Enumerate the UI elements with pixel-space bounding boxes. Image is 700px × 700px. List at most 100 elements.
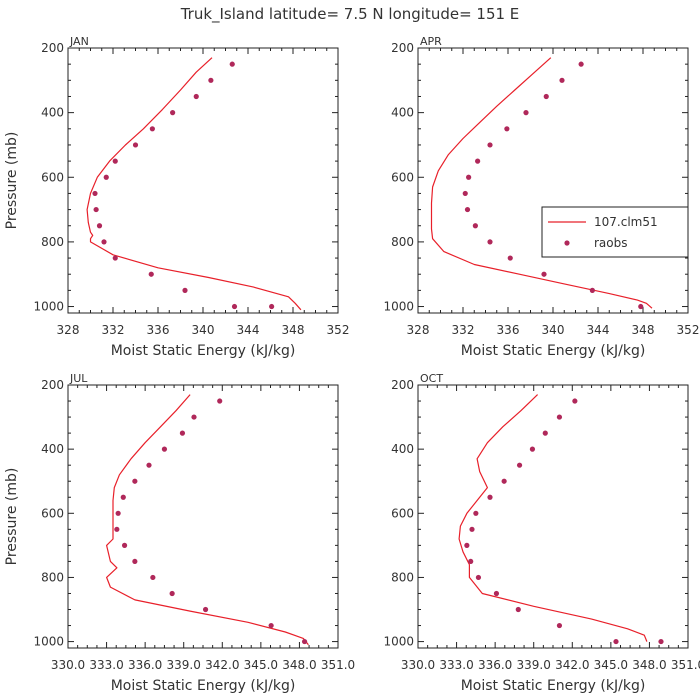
- obs-point: [613, 638, 619, 645]
- obs-point: [493, 590, 500, 597]
- series-line-oct: [458, 394, 648, 642]
- obs-point: [578, 61, 584, 67]
- y-tick-label: 800: [391, 570, 414, 584]
- y-tick-label: 200: [391, 41, 414, 55]
- y-tick-label: 200: [41, 378, 64, 392]
- x-axis-label: Moist Static Energy (kJ/kg): [111, 343, 296, 359]
- y-tick-label: 600: [41, 170, 64, 184]
- obs-point: [487, 239, 493, 245]
- y-tick-label: 400: [391, 442, 414, 456]
- obs-point: [473, 510, 479, 516]
- obs-point: [501, 478, 507, 484]
- obs-point: [542, 430, 548, 436]
- obs-point: [217, 398, 223, 404]
- obs-point: [149, 126, 155, 132]
- x-tick-label: 336.0: [128, 658, 162, 672]
- obs-point: [658, 638, 664, 645]
- obs-point: [202, 606, 209, 613]
- x-axis-label: Moist Static Energy (kJ/kg): [461, 678, 646, 694]
- obs-point: [193, 93, 199, 100]
- x-tick-label: 340: [192, 323, 215, 337]
- x-tick-label: 344: [587, 323, 610, 337]
- obs-point: [112, 255, 118, 261]
- legend-label-obs: raobs: [594, 236, 628, 250]
- obs-point: [269, 303, 275, 310]
- obs-point: [507, 255, 513, 261]
- obs-point: [541, 271, 547, 277]
- y-tick-label: 400: [41, 106, 64, 120]
- obs-point: [182, 287, 188, 293]
- x-tick-label: 336: [147, 323, 170, 337]
- obs-point: [132, 478, 138, 484]
- obs-point: [103, 174, 109, 180]
- obs-point: [556, 414, 563, 420]
- legend: 107.clm51 raobs: [541, 206, 689, 258]
- obs-point: [112, 158, 118, 164]
- x-tick-label: 330.0: [401, 658, 435, 672]
- x-tick-label: 348: [632, 323, 655, 337]
- legend-marker-swatch: [564, 240, 570, 246]
- series-line-apr: [430, 57, 653, 309]
- obs-point: [515, 606, 521, 613]
- panel-apr: APR 328 332 336 340 344 348 352 200 400 600 800 1000…: [383, 35, 699, 359]
- y-tick-label: 600: [391, 170, 414, 184]
- obs-point: [148, 271, 154, 277]
- obs-point: [589, 287, 595, 293]
- x-tick-label: 328: [57, 323, 80, 337]
- y-tick-label: 400: [41, 442, 64, 456]
- obs-point: [504, 126, 510, 132]
- obs-point: [464, 206, 471, 213]
- y-tick-label: 1000: [33, 300, 64, 314]
- obs-point: [161, 446, 168, 452]
- obs-point: [468, 558, 474, 565]
- obs-point: [466, 174, 472, 180]
- plot-frame-oct: [417, 384, 689, 649]
- legend-box: [541, 206, 689, 258]
- obs-point: [115, 510, 121, 516]
- panel-label-apr: APR: [420, 35, 442, 48]
- obs-point: [559, 77, 565, 83]
- panel-label-jul: JUL: [69, 372, 88, 385]
- obs-point: [120, 494, 126, 500]
- x-tick-label: 348.0: [282, 658, 316, 672]
- obs-point: [462, 190, 468, 197]
- obs-point: [150, 574, 156, 581]
- y-tick-label: 200: [41, 41, 64, 55]
- y-tick-label: 800: [41, 235, 64, 249]
- plot-frame-jan: [67, 47, 339, 314]
- y-tick-label: 1000: [383, 300, 414, 314]
- obs-point: [487, 494, 493, 500]
- obs-point: [543, 93, 549, 100]
- obs-point: [92, 190, 98, 197]
- obs-point: [169, 590, 175, 597]
- x-tick-label: 352: [677, 323, 700, 337]
- y-tick-label: 1000: [383, 635, 414, 649]
- x-tick-label: 348.0: [632, 658, 666, 672]
- obs-point: [93, 206, 99, 213]
- obs-point: [475, 158, 481, 164]
- x-axis-label: Moist Static Energy (kJ/kg): [111, 678, 296, 694]
- panels: JAN 328 332 336 340 344 348 352 200 400 600 800 1000…: [4, 35, 700, 694]
- x-tick-label: 333.0: [439, 658, 473, 672]
- panel-label-oct: OCT: [420, 372, 443, 385]
- obs-point: [638, 303, 644, 310]
- panel-oct: OCT 330.0 333.0 336.0 339.0 342.0 345.0 348.0 35…: [383, 372, 700, 694]
- x-tick-label: 339.0: [517, 658, 551, 672]
- obs-point: [96, 223, 103, 229]
- figure-title: Truk_Island latitude= 7.5 N longitude= 1…: [180, 5, 520, 24]
- y-axis-label: Pressure (mb): [4, 132, 20, 230]
- x-tick-label: 340: [542, 323, 565, 337]
- obs-point: [114, 526, 120, 532]
- y-tick-label: 600: [391, 506, 414, 520]
- x-tick-label: 339.0: [167, 658, 201, 672]
- obs-point: [191, 414, 197, 420]
- obs-point: [132, 142, 139, 148]
- y-tick-label: 800: [41, 570, 64, 584]
- y-tick-label: 800: [391, 235, 414, 249]
- obs-point: [231, 303, 238, 310]
- series-line-jul: [105, 394, 309, 646]
- obs-point: [179, 430, 186, 436]
- y-axis-label: Pressure (mb): [4, 468, 20, 566]
- obs-point: [101, 239, 107, 245]
